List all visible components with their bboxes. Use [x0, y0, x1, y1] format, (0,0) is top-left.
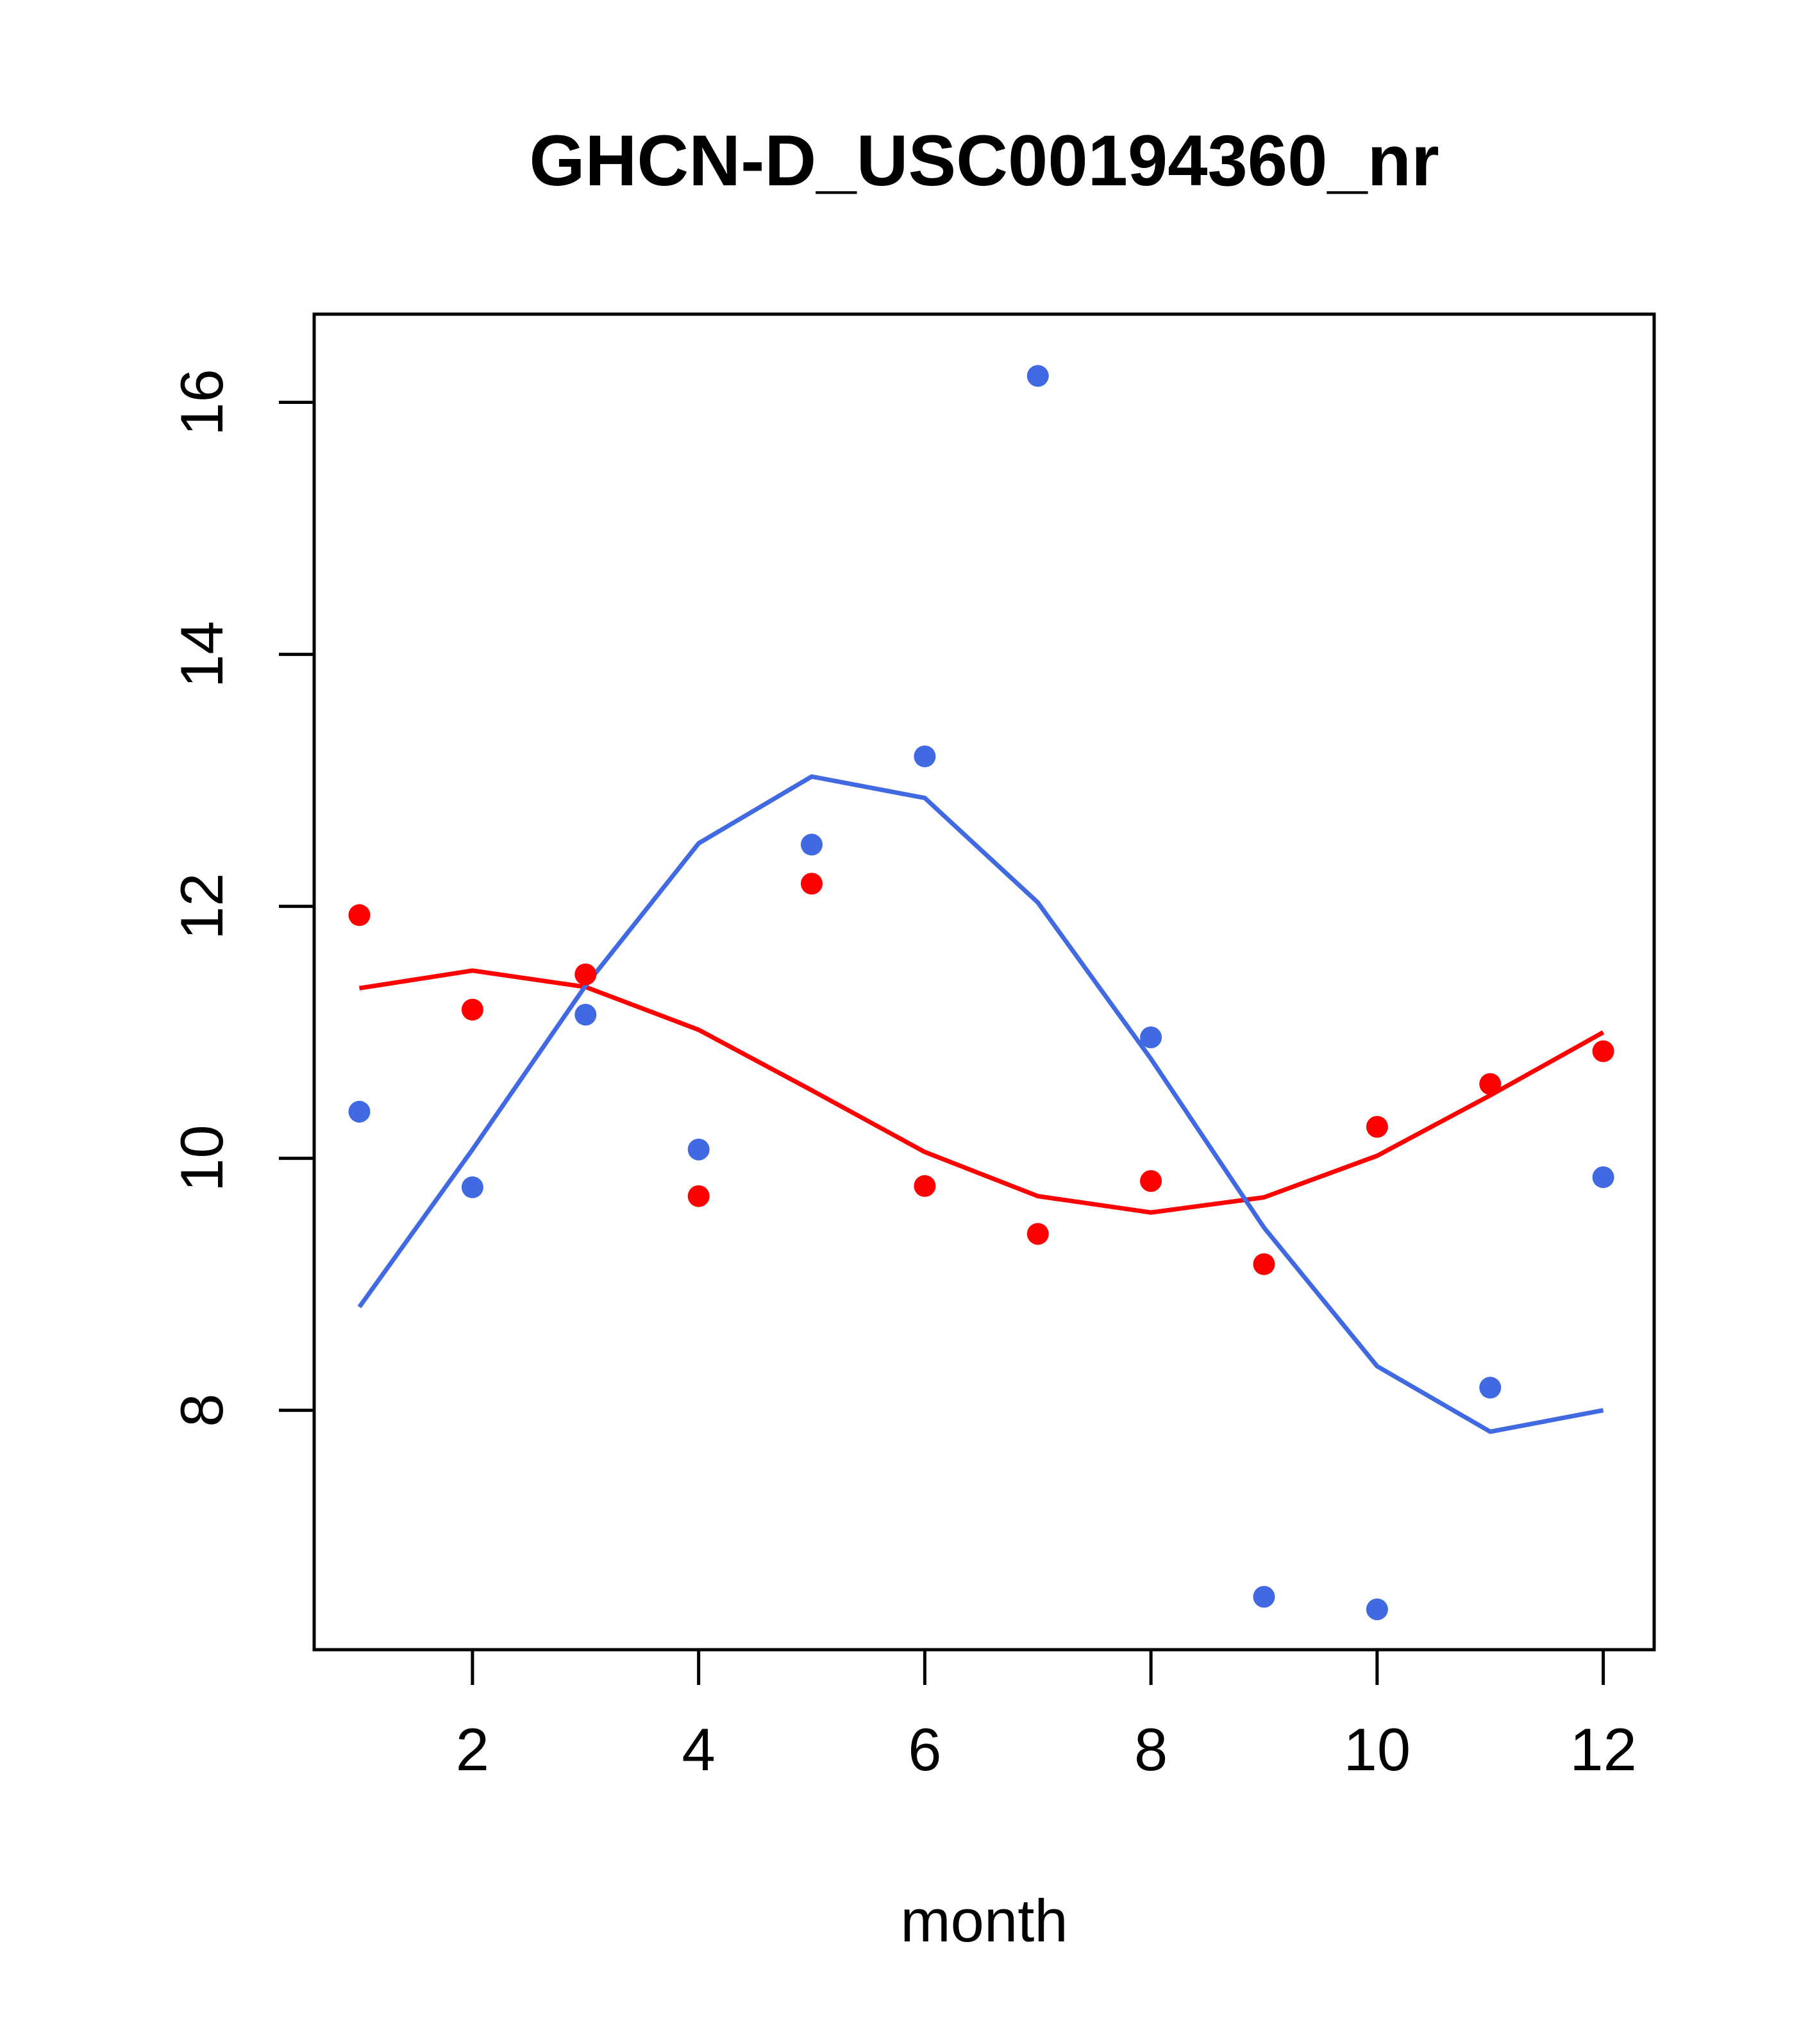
data-point — [1479, 1377, 1502, 1399]
chart-title: GHCN-D_USC00194360_nr — [529, 121, 1439, 201]
data-point — [914, 745, 936, 767]
data-point — [1253, 1586, 1275, 1608]
x-axis: 2 4 6 8 10 12 — [456, 1648, 1637, 1783]
x-tick-label: 6 — [908, 1716, 941, 1783]
data-point — [1592, 1040, 1614, 1062]
y-tick-label: 16 — [168, 369, 235, 436]
data-point — [348, 904, 371, 926]
y-tick-label: 14 — [168, 621, 235, 688]
x-axis-label: month — [900, 1887, 1068, 1954]
data-point — [1366, 1116, 1388, 1138]
data-point — [914, 1175, 936, 1197]
data-point — [1140, 1170, 1162, 1192]
series-line — [357, 774, 1604, 1434]
y-axis: 8 10 12 14 16 — [168, 369, 316, 1427]
series-line — [358, 968, 1605, 1215]
x-tick-label: 12 — [1570, 1716, 1637, 1783]
data-point — [1479, 1073, 1502, 1095]
data-point — [1026, 365, 1049, 387]
data-point — [461, 1176, 483, 1198]
data-point — [574, 1003, 597, 1026]
data-point — [801, 834, 823, 856]
x-tick-label: 2 — [456, 1716, 489, 1783]
data-point — [687, 1185, 710, 1207]
x-tick-label: 8 — [1134, 1716, 1168, 1783]
x-tick-label: 4 — [682, 1716, 716, 1783]
series-layer — [348, 365, 1614, 1621]
data-point — [574, 963, 597, 985]
data-point — [801, 873, 823, 895]
data-point — [1140, 1026, 1162, 1048]
y-tick-label: 12 — [168, 873, 235, 940]
data-point — [1026, 1223, 1049, 1245]
data-point — [1592, 1166, 1614, 1189]
data-point — [461, 998, 483, 1021]
data-point — [348, 1100, 371, 1123]
data-point — [687, 1138, 710, 1160]
plot-frame — [312, 312, 1656, 1652]
y-tick-label: 10 — [168, 1125, 235, 1192]
y-tick-label: 8 — [168, 1393, 235, 1427]
data-point — [1366, 1598, 1388, 1621]
x-tick-label: 10 — [1344, 1716, 1411, 1783]
data-point — [1253, 1253, 1275, 1275]
